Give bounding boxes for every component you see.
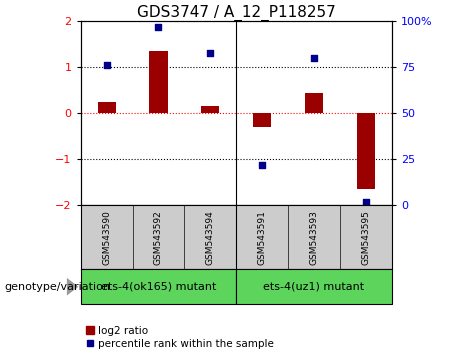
Bar xyxy=(133,205,184,269)
Title: GDS3747 / A_12_P118257: GDS3747 / A_12_P118257 xyxy=(137,5,336,21)
Text: ets-4(uz1) mutant: ets-4(uz1) mutant xyxy=(264,282,365,292)
Bar xyxy=(253,113,271,127)
Text: GSM543591: GSM543591 xyxy=(258,210,267,265)
Text: GSM543592: GSM543592 xyxy=(154,210,163,264)
Bar xyxy=(357,113,375,189)
Bar xyxy=(340,205,392,269)
Text: GSM543594: GSM543594 xyxy=(206,210,215,264)
Bar xyxy=(236,205,288,269)
Point xyxy=(155,24,162,30)
Point xyxy=(259,162,266,168)
Point xyxy=(103,63,110,68)
Point xyxy=(310,55,318,61)
Text: genotype/variation: genotype/variation xyxy=(5,282,111,292)
Bar xyxy=(236,269,392,304)
Bar xyxy=(149,51,167,113)
Bar xyxy=(184,205,236,269)
Text: ets-4(ok165) mutant: ets-4(ok165) mutant xyxy=(101,282,216,292)
Text: GSM543593: GSM543593 xyxy=(309,210,319,265)
Point xyxy=(207,50,214,55)
Bar xyxy=(98,102,116,113)
Bar xyxy=(288,205,340,269)
Legend: log2 ratio, percentile rank within the sample: log2 ratio, percentile rank within the s… xyxy=(86,326,274,349)
Bar xyxy=(201,106,219,113)
Point xyxy=(362,199,370,205)
Text: GSM543590: GSM543590 xyxy=(102,210,111,265)
Polygon shape xyxy=(67,278,78,296)
Bar xyxy=(305,93,323,113)
Text: GSM543595: GSM543595 xyxy=(361,210,371,265)
Bar xyxy=(81,269,236,304)
Bar xyxy=(81,205,133,269)
